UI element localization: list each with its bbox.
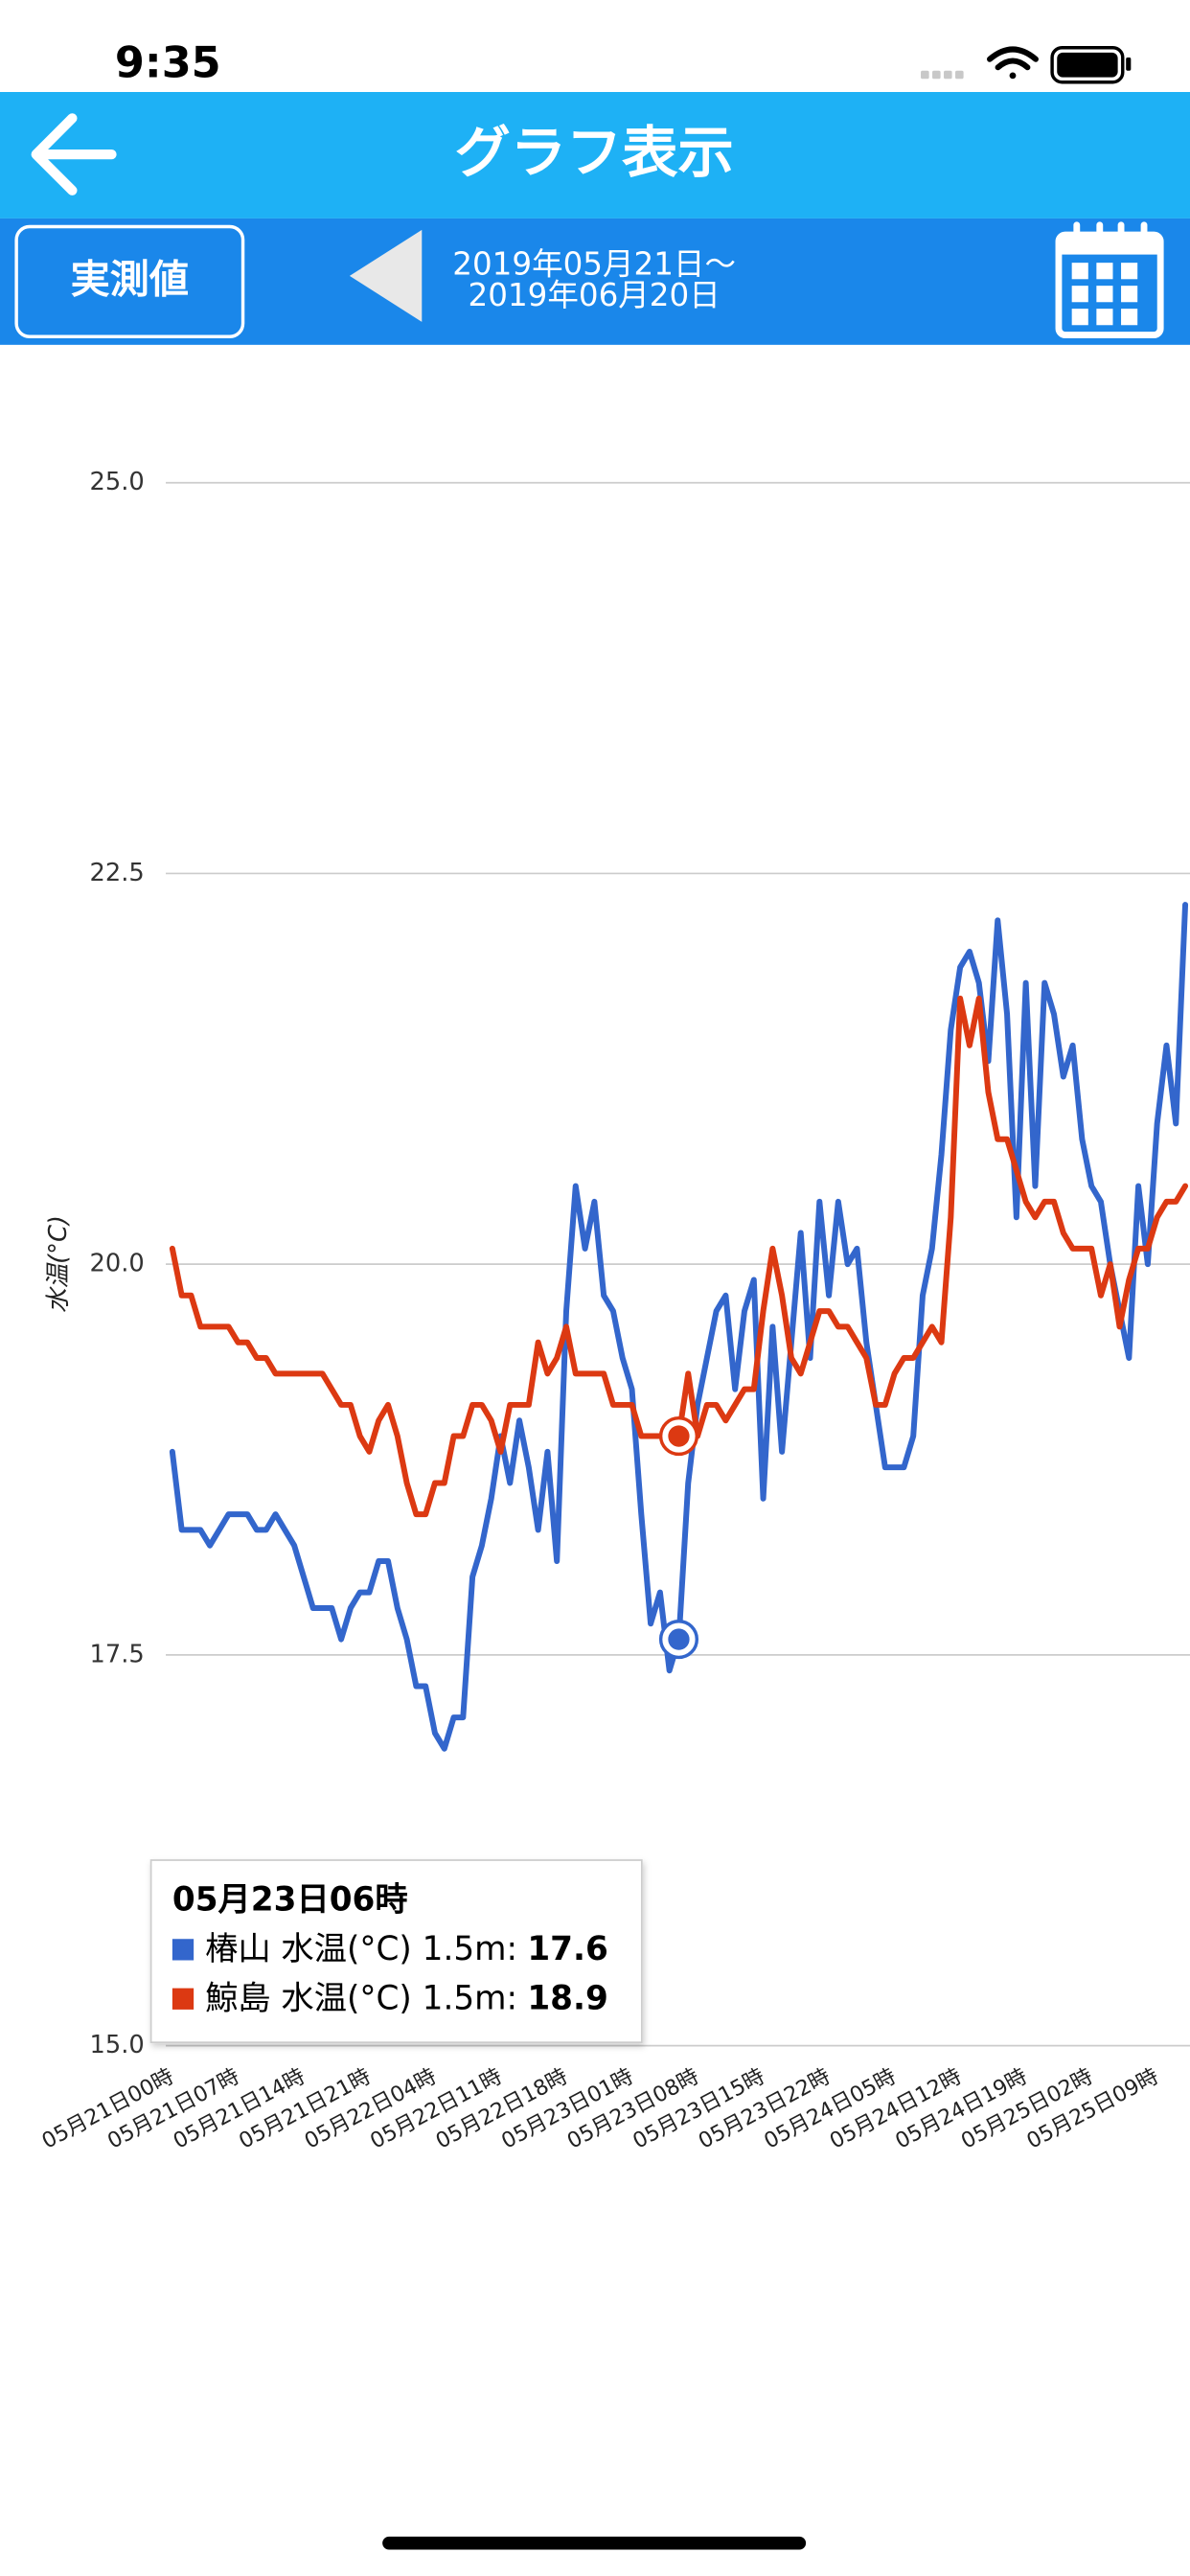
- tooltip-title: 05月23日06時: [172, 1880, 408, 1919]
- date-to: 2019年06月20日: [469, 277, 721, 313]
- highlight-point: [668, 1425, 690, 1447]
- tooltip-row: 椿山 水温(°C) 1.5m: 17.6: [205, 1930, 608, 1968]
- tooltip-separator: :: [507, 1930, 518, 1968]
- status-time: 9:35: [115, 38, 221, 88]
- lines: [169, 902, 1189, 1752]
- tooltip: 05月23日06時 椿山 水温(°C) 1.5m: 17.6 鯨島 水温(°C) 1…: [149, 1859, 643, 2044]
- grid: 15.0 17.5 20.0 22.5 25.0: [90, 468, 1190, 2059]
- highlight-point: [668, 1628, 690, 1650]
- signal-icon: [921, 70, 964, 80]
- tooltip-swatch: [172, 1988, 195, 2010]
- calendar-button[interactable]: [1055, 221, 1164, 338]
- date-from: 2019年05月21日〜: [452, 246, 736, 283]
- header-bar: [0, 92, 1190, 218]
- y-tick-label: 22.5: [90, 859, 145, 887]
- prev-button[interactable]: [349, 229, 423, 322]
- tooltip-box: [149, 1859, 643, 2044]
- wifi-icon: [987, 46, 1039, 80]
- y-tick-label: 20.0: [90, 1250, 145, 1278]
- tooltip-series-name: 鯨島 水温(°C) 1.5m: [205, 1979, 506, 2017]
- header-title: グラフ表示: [455, 120, 734, 185]
- back-button[interactable]: [31, 113, 117, 196]
- home-indicator: [382, 2536, 807, 2550]
- y-tick-label: 15.0: [90, 2031, 145, 2059]
- y-tick-label: 25.0: [90, 468, 145, 496]
- tooltip-separator: :: [507, 1979, 518, 2017]
- tooltip-value: 18.9: [527, 1979, 608, 2017]
- status-bar: 9:35: [115, 38, 1132, 88]
- y-axis-label: 水温(°C): [44, 1215, 73, 1313]
- tooltip-swatch: [172, 1939, 195, 1961]
- tooltip-series-name: 椿山 水温(°C) 1.5m: [205, 1930, 506, 1968]
- tooltip-row: 鯨島 水温(°C) 1.5m: 18.9: [205, 1979, 608, 2017]
- tooltip-value: 17.6: [527, 1930, 608, 1968]
- mode-button[interactable]: 実測値: [14, 224, 245, 338]
- mode-button-label: 実測値: [71, 257, 189, 303]
- y-tick-label: 17.5: [90, 1640, 145, 1668]
- battery-icon: [1050, 46, 1132, 84]
- toolbar: [0, 218, 1190, 345]
